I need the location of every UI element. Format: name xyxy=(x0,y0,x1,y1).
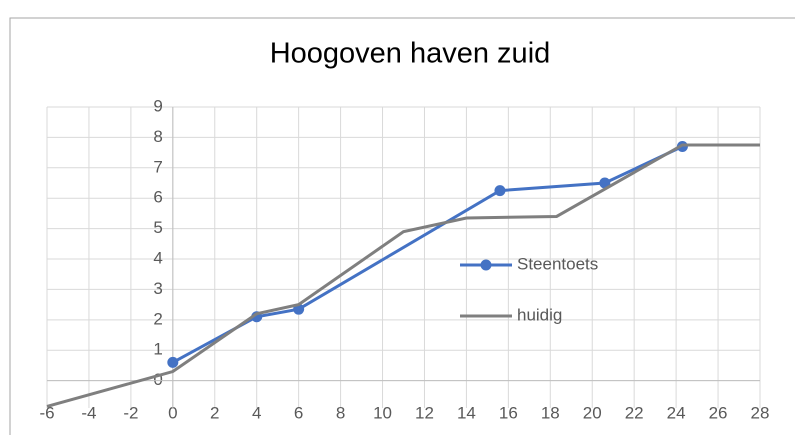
y-tick-label: 1 xyxy=(153,340,162,359)
x-tick-label: 0 xyxy=(168,403,177,422)
x-tick-label: 20 xyxy=(583,403,602,422)
x-tick-label: 28 xyxy=(751,403,770,422)
y-tick-label: 9 xyxy=(153,96,162,115)
x-tick-label: 8 xyxy=(336,403,345,422)
legend-marker xyxy=(480,259,492,271)
y-tick-label: 7 xyxy=(153,157,162,176)
x-tick-label: -6 xyxy=(39,403,54,422)
x-tick-label: 12 xyxy=(415,403,434,422)
y-tick-label: 8 xyxy=(153,127,162,146)
x-tick-label: 6 xyxy=(294,403,303,422)
x-tick-label: 10 xyxy=(373,403,392,422)
legend-label: huidig xyxy=(517,305,562,324)
chart-title: Hoogoven haven zuid xyxy=(270,38,551,70)
y-tick-label: 6 xyxy=(153,188,162,207)
marker xyxy=(599,177,611,189)
x-tick-label: 14 xyxy=(457,403,476,422)
x-tick-label: 2 xyxy=(210,403,219,422)
chart-border xyxy=(9,17,795,435)
x-tick-label: 4 xyxy=(252,403,261,422)
y-tick-label: 4 xyxy=(153,249,162,268)
marker xyxy=(167,356,179,368)
y-tick-label: 3 xyxy=(153,279,162,298)
x-tick-label: 24 xyxy=(667,403,686,422)
y-tick-label: 2 xyxy=(153,309,162,328)
series-line xyxy=(46,143,760,408)
x-tick-label: 26 xyxy=(709,403,728,422)
x-tick-label: 18 xyxy=(541,403,560,422)
y-tick-label: 5 xyxy=(153,218,162,237)
x-tick-label: -4 xyxy=(81,403,96,422)
marker xyxy=(494,185,506,197)
x-tick-label: 22 xyxy=(625,403,644,422)
legend-label: Steentoets xyxy=(517,254,598,273)
x-tick-label: -2 xyxy=(123,403,138,422)
y-tick-label: 0 xyxy=(153,370,162,389)
x-tick-label: 16 xyxy=(499,403,518,422)
